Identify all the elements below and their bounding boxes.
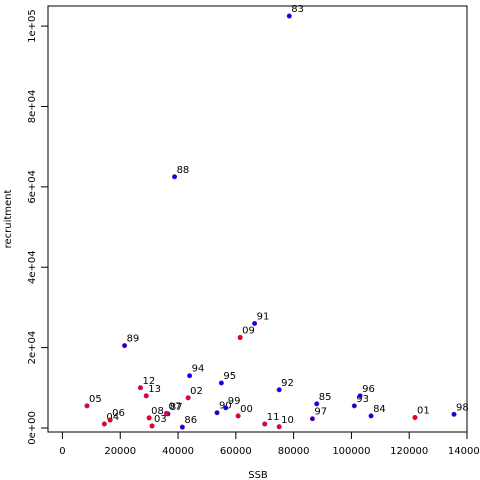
point-label: 85 (319, 392, 332, 403)
data-point (357, 393, 363, 399)
y-axis: 0e+00 2e+04 4e+04 6e+04 8e+04 1e+05 (27, 9, 49, 445)
data-point (143, 393, 149, 399)
data-point (237, 335, 243, 341)
x-tick-label: 100000 (332, 446, 370, 457)
x-tick-label: 0 (59, 446, 65, 457)
data-point (179, 424, 185, 430)
point-label: 91 (257, 311, 270, 322)
point-label: 11 (267, 412, 280, 423)
point-label: 87 (170, 402, 183, 413)
data-point (252, 320, 258, 326)
point-label: 97 (314, 407, 327, 418)
data-point (351, 403, 357, 409)
data-point (286, 13, 292, 19)
x-tick-label: 60000 (220, 446, 252, 457)
y-tick-label: 1e+05 (27, 9, 38, 43)
data-point (185, 395, 191, 401)
data-point (163, 411, 169, 417)
y-tick-label: 2e+04 (27, 331, 38, 365)
point-label: 98 (456, 402, 469, 413)
data-point (122, 343, 128, 349)
x-tick-label: 120000 (390, 446, 428, 457)
point-label: 08 (151, 406, 164, 417)
data-point (137, 385, 143, 391)
data-point (172, 174, 178, 180)
x-tick-label: 20000 (104, 446, 136, 457)
data-point (276, 424, 282, 430)
point-label: 00 (240, 404, 253, 415)
data-point (262, 421, 268, 427)
point-label: 84 (373, 404, 386, 415)
point-label: 05 (89, 394, 102, 405)
data-point (412, 415, 418, 421)
y-tick-label: 4e+04 (27, 250, 38, 284)
point-label: 02 (190, 386, 203, 397)
x-tick-label: 80000 (278, 446, 310, 457)
point-label: 12 (142, 376, 155, 387)
point-label: 09 (242, 326, 255, 337)
data-points: 8384858687888990919293949596979899000102… (84, 4, 469, 430)
y-tick-label: 0e+00 (27, 411, 38, 445)
data-point (187, 373, 193, 379)
y-tick-label: 6e+04 (27, 170, 38, 204)
data-point (451, 411, 457, 417)
data-point (146, 415, 152, 421)
data-point (223, 405, 229, 411)
point-label: 01 (417, 406, 430, 417)
point-label: 96 (362, 384, 375, 395)
point-label: 07 (168, 402, 181, 413)
point-label: 99 (228, 396, 241, 407)
y-tick-label: 8e+04 (27, 90, 38, 124)
point-label: 92 (281, 378, 294, 389)
data-point (84, 403, 90, 409)
data-point (235, 413, 241, 419)
point-label: 83 (291, 4, 304, 15)
point-label: 13 (148, 384, 161, 395)
point-label: 94 (192, 364, 205, 375)
point-label: 10 (281, 415, 294, 426)
point-label: 86 (184, 415, 197, 426)
data-point (368, 413, 374, 419)
data-point (218, 380, 224, 386)
point-label: 06 (112, 408, 125, 419)
data-point (276, 387, 282, 393)
x-tick-label: 40000 (162, 446, 194, 457)
data-point (314, 401, 320, 407)
y-axis-label: recruitment (3, 190, 14, 249)
point-label: 88 (177, 165, 190, 176)
data-point (149, 423, 155, 429)
point-label: 04 (106, 412, 119, 423)
x-axis-label: SSB (248, 470, 268, 480)
data-point (309, 416, 315, 422)
point-label: 93 (356, 394, 369, 405)
point-label: 95 (223, 371, 236, 382)
point-label: 89 (127, 334, 140, 345)
data-point (101, 421, 107, 427)
plot-frame (47, 5, 468, 433)
data-point (107, 417, 113, 423)
data-point (214, 410, 220, 416)
point-label: 03 (154, 414, 167, 425)
